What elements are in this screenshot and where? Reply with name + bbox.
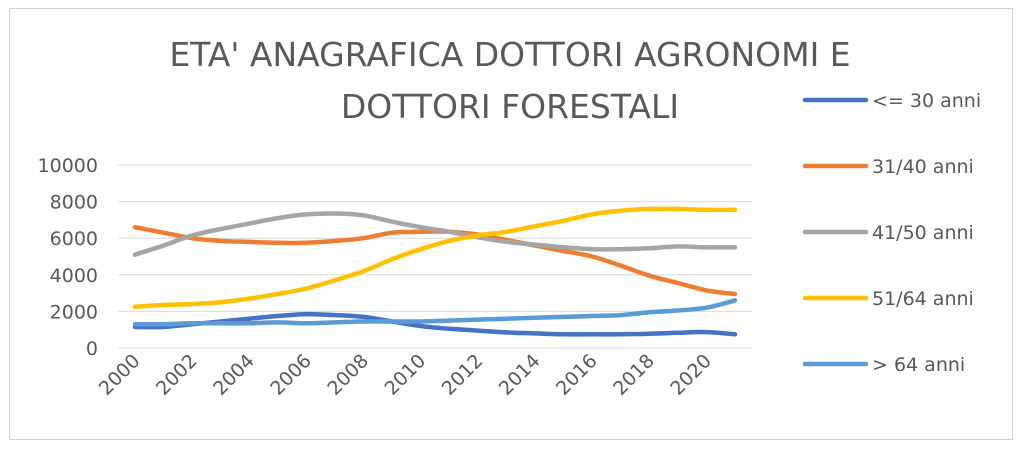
chart-title-line-1: ETA' ANAGRAFICA DOTTORI AGRONOMI E (169, 35, 850, 74)
legend-label: 41/50 anni (872, 222, 974, 244)
x-tick-label: 2000 (95, 350, 145, 400)
y-tick-label: 6000 (50, 228, 98, 250)
y-tick-label: 10000 (38, 155, 98, 177)
y-tick-label: 8000 (50, 192, 98, 214)
y-axis-ticks: 0 2000 4000 6000 8000 10000 (38, 155, 98, 360)
legend-label: 31/40 anni (872, 156, 974, 178)
x-tick-label: 2006 (266, 350, 316, 400)
x-tick-label: 2002 (152, 350, 202, 400)
series-line-3 (132, 206, 738, 310)
x-tick-label: 2014 (495, 350, 545, 400)
chart-title-line-2: DOTTORI FORESTALI (341, 87, 679, 126)
legend: <= 30 anni 31/40 anni 41/50 anni 51/64 anni… (802, 90, 981, 376)
x-tick-label: 2008 (323, 350, 373, 400)
y-tick-label: 4000 (50, 265, 98, 287)
chart-title: ETA' ANAGRAFICA DOTTORI AGRONOMI E DOTTO… (169, 35, 850, 126)
series-line-1 (132, 224, 738, 297)
legend-item: 51/64 anni (802, 288, 974, 310)
chart-frame (9, 8, 1013, 440)
y-tick-label: 2000 (50, 301, 98, 323)
legend-label: > 64 anni (872, 354, 965, 376)
legend-label: <= 30 anni (872, 90, 981, 112)
x-tick-label: 2010 (380, 350, 430, 400)
x-axis-ticks: 2000 2002 2004 2006 2008 2010 2012 2014 2016 2018… (95, 350, 716, 400)
series-line-4 (132, 298, 738, 327)
x-tick-label: 2012 (438, 350, 488, 400)
legend-item: 41/50 anni (802, 222, 974, 244)
legend-item: 31/40 anni (802, 156, 974, 178)
x-tick-label: 2004 (209, 350, 259, 400)
series-line-2 (132, 211, 738, 257)
series-lines (132, 206, 738, 337)
series-line-0 (132, 311, 738, 337)
legend-item: > 64 anni (802, 354, 965, 376)
y-tick-label: 0 (86, 338, 98, 360)
x-tick-label: 2018 (609, 350, 659, 400)
legend-item: <= 30 anni (802, 90, 981, 112)
x-tick-label: 2016 (552, 350, 602, 400)
x-tick-label: 2020 (666, 350, 716, 400)
legend-label: 51/64 anni (872, 288, 974, 310)
